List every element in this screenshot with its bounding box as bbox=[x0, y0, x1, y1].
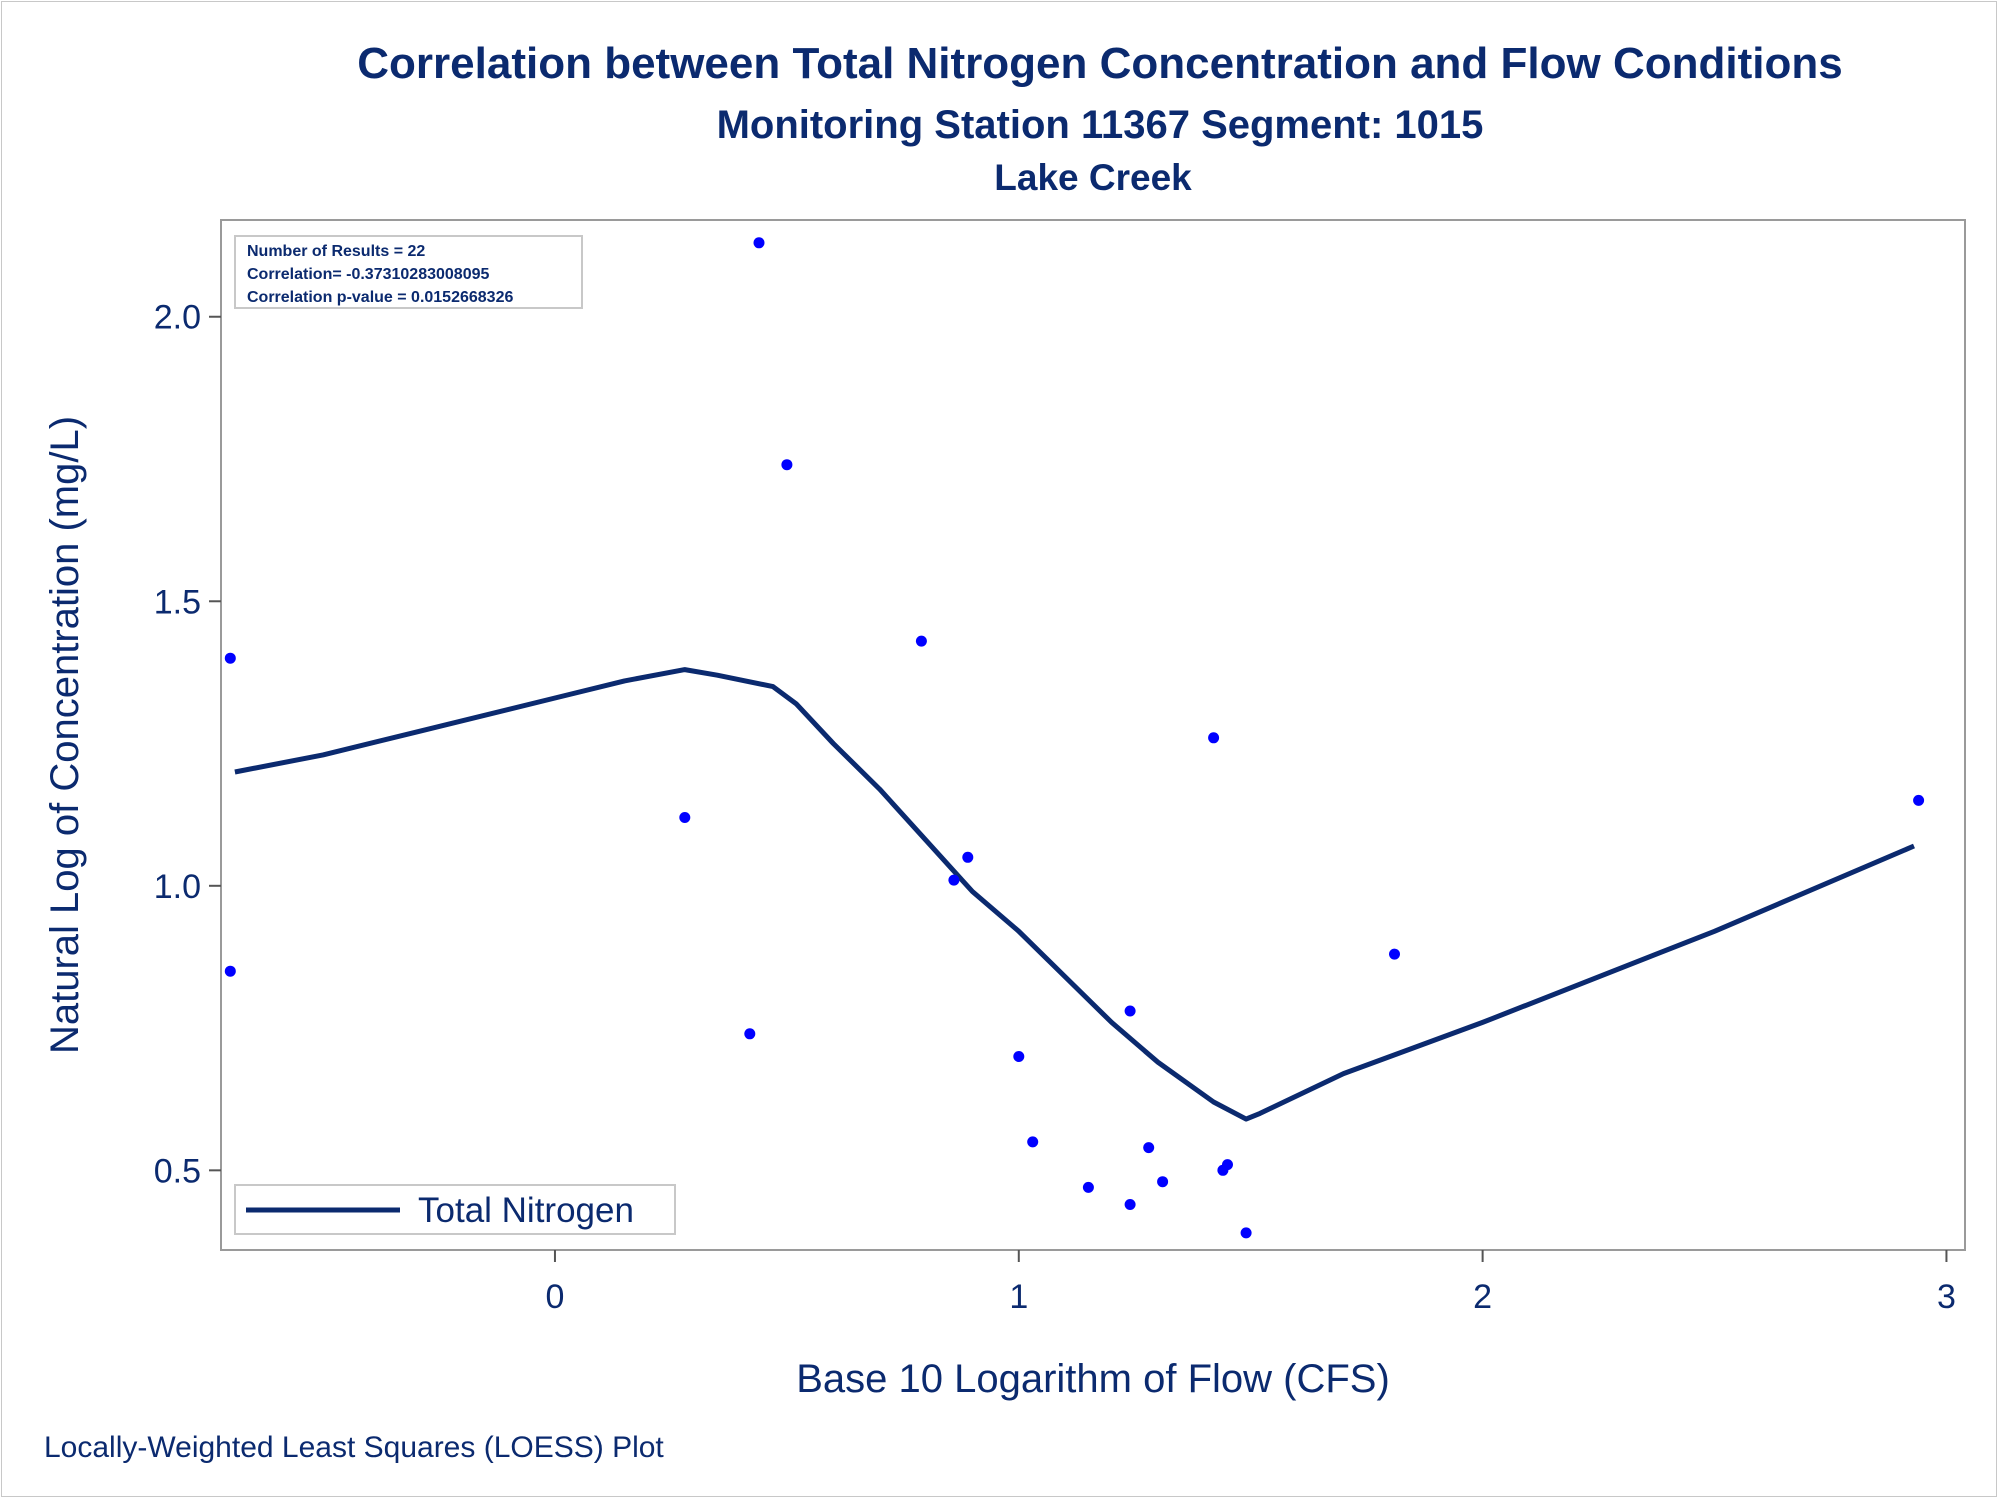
data-point bbox=[224, 652, 236, 664]
chart-subtitle: Monitoring Station 11367 Segment: 1015 bbox=[717, 103, 1484, 147]
data-point bbox=[1389, 948, 1400, 960]
plot-marks bbox=[224, 237, 1925, 1239]
data-point bbox=[1027, 1136, 1039, 1148]
data-point bbox=[753, 237, 765, 249]
y-tick-label: 1.5 bbox=[154, 583, 201, 621]
data-point bbox=[1143, 1142, 1155, 1154]
data-point bbox=[948, 874, 960, 886]
data-point bbox=[1208, 732, 1220, 744]
x-tick-label: 0 bbox=[545, 1278, 564, 1316]
data-point bbox=[1013, 1051, 1025, 1062]
legend-label-total-nitrogen: Total Nitrogen bbox=[418, 1191, 634, 1230]
x-axis-label: Base 10 Logarithm of Flow (CFS) bbox=[796, 1357, 1390, 1401]
data-point bbox=[781, 459, 793, 471]
y-tick-label: 1.0 bbox=[154, 868, 201, 906]
x-tick-label: 3 bbox=[1937, 1278, 1956, 1316]
y-axis-label: Natural Log of Concentration (mg/L) bbox=[43, 416, 87, 1054]
x-tick-label: 1 bbox=[1009, 1278, 1028, 1316]
chart-subtitle-location: Lake Creek bbox=[994, 157, 1192, 198]
data-point bbox=[1124, 1005, 1136, 1017]
x-axis: 0 1 2 3 bbox=[545, 1250, 1956, 1316]
data-point bbox=[1082, 1181, 1094, 1193]
data-point bbox=[744, 1028, 756, 1040]
stats-line-count: Number of Results = 22 bbox=[247, 243, 425, 260]
legend: Total Nitrogen bbox=[234, 1184, 676, 1235]
data-point bbox=[1913, 794, 1925, 806]
loess-line-total-nitrogen bbox=[234, 667, 1915, 1122]
footnote: Locally-Weighted Least Squares (LOESS) P… bbox=[44, 1431, 664, 1464]
stats-box-frame bbox=[234, 235, 583, 309]
plot-area bbox=[220, 219, 1966, 1251]
data-point bbox=[962, 851, 974, 863]
data-point bbox=[1157, 1176, 1169, 1188]
data-point bbox=[224, 965, 236, 977]
y-tick-label: 0.5 bbox=[154, 1152, 201, 1190]
y-axis: 0.5 1.0 1.5 2.0 bbox=[154, 299, 221, 1190]
data-point bbox=[915, 635, 927, 647]
stats-line-p-value: Correlation p-value = 0.0152668326 bbox=[247, 289, 513, 306]
stats-line-correlation: Correlation= -0.37310283008095 bbox=[247, 266, 489, 283]
chart-title: Correlation between Total Nitrogen Conce… bbox=[357, 39, 1842, 88]
y-tick-label: 2.0 bbox=[154, 299, 201, 337]
data-point bbox=[1222, 1159, 1233, 1171]
x-tick-label: 2 bbox=[1473, 1278, 1492, 1316]
data-point bbox=[679, 812, 691, 823]
data-point bbox=[1124, 1199, 1136, 1210]
data-point bbox=[1240, 1227, 1252, 1239]
stats-box: Number of Results = 22 Correlation= -0.3… bbox=[234, 235, 583, 309]
